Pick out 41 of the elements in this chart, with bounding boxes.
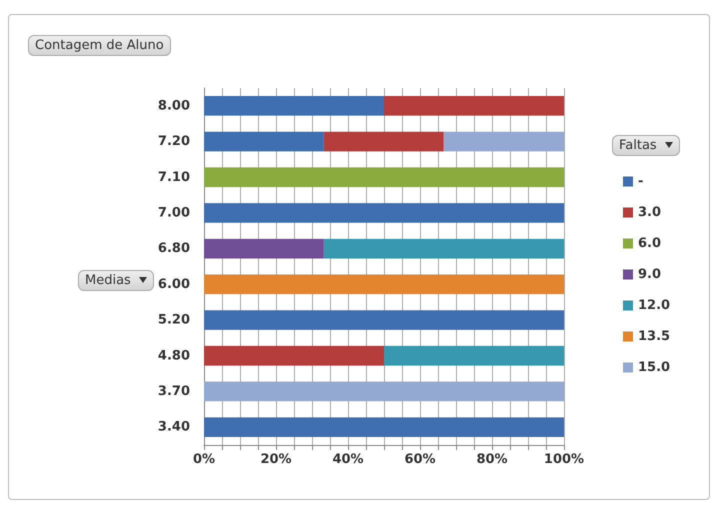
bar [324,238,564,258]
legend-label: 9.0 [638,267,662,282]
legend-label: 3.0 [638,205,662,220]
x-tick-label: 0% [192,452,216,467]
y-tick-label: 5.20 [158,312,190,328]
y-tick-label: 3.40 [158,420,190,435]
bar [204,346,384,366]
legend-label: 15.0 [638,360,670,375]
y-tick-label: 7.00 [158,205,190,220]
y-tick-label: 7.10 [158,170,190,185]
x-tick-label: 40% [332,452,364,467]
bar [204,167,564,188]
bar [204,310,564,330]
x-tick-label: 60% [404,452,436,467]
bar [204,417,564,437]
bar [444,132,564,152]
text: Contagem de Aluno [28,35,171,56]
bar [204,274,564,294]
x-tick-label: 20% [260,452,292,467]
y-tick-label: 8.00 [158,98,190,114]
legend-label: - [638,174,644,189]
y-tick-label: 6.00 [158,276,190,292]
bar [204,238,324,258]
legend-label: 6.0 [638,236,662,251]
bar [204,132,324,152]
bar [204,96,384,116]
y-tick-label: 6.80 [158,241,190,256]
legend-label: 12.0 [638,298,670,313]
y-tick-label: 7.20 [158,134,190,150]
x-tick-label: 100% [544,452,584,467]
legend-title: Faltas [612,135,680,156]
y-axis-title: Medias [78,270,154,291]
bar [204,382,564,402]
bar [384,346,564,366]
bar [204,203,564,223]
bar [324,132,444,152]
x-tick-label: 80% [476,452,508,467]
y-tick-label: 4.80 [158,348,190,364]
bar [384,96,564,116]
y-tick-label: 3.70 [158,384,190,399]
legend-label: 13.5 [638,329,670,344]
